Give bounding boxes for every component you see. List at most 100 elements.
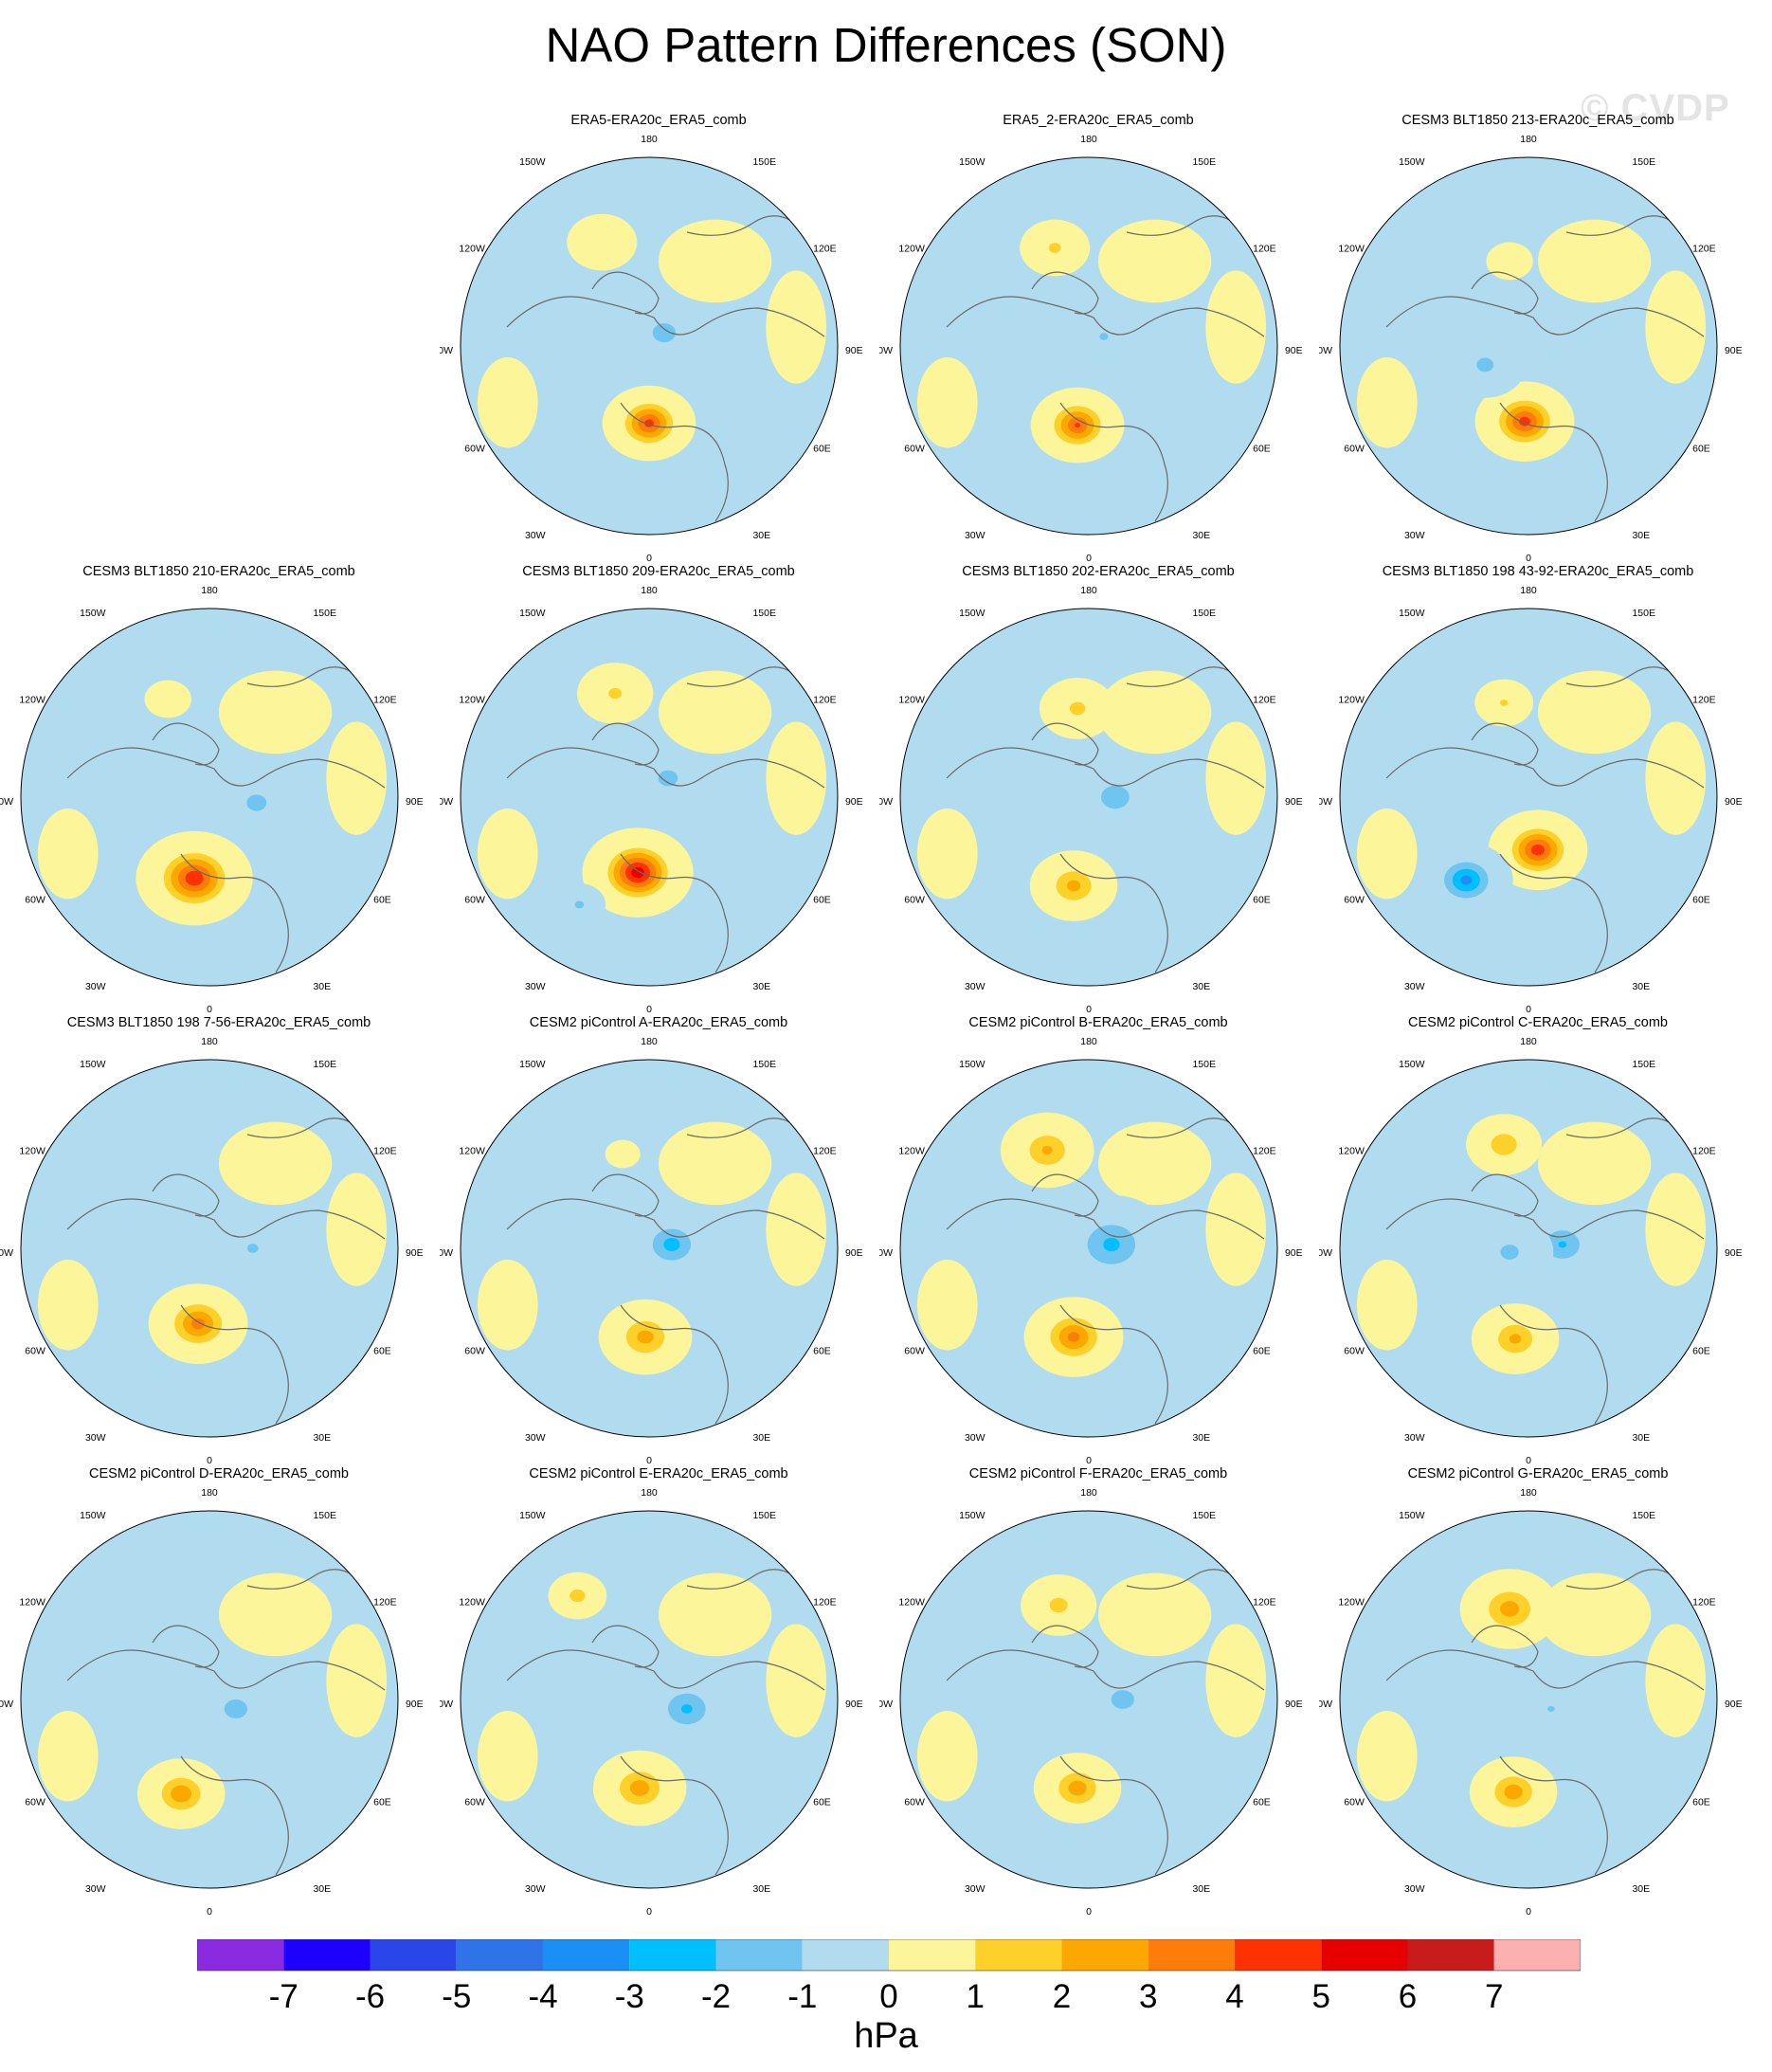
background-anomaly-region [916, 356, 978, 448]
coastline [66, 1649, 386, 1691]
background-anomaly-region [1645, 1624, 1707, 1737]
longitude-label: 120E [1253, 695, 1276, 706]
anomaly-contour [629, 1780, 650, 1796]
background-anomaly-region [1472, 164, 1623, 218]
panel-title: CESM3 BLT1850 198 7-56-ERA20c_ERA5_comb [66, 1015, 371, 1030]
anomaly-contour [1558, 1241, 1567, 1248]
background-anomaly-region [477, 1710, 538, 1802]
background-anomaly-region [1032, 1066, 1184, 1120]
longitude-label: 150W [959, 608, 985, 619]
longitude-label: 120E [1692, 1146, 1716, 1157]
panel-title: CESM2 piControl D-ERA20c_ERA5_comb [89, 1466, 349, 1481]
polar-map: 180 150W 150E 120W 120E 90W 90E 60W 60E 30W 30E 0 [440, 1036, 863, 1464]
polar-map: 180 150W 150E 120W 120E 90W 90E 60W 60E 30W 30E 0 [440, 585, 863, 1013]
background-anomaly-region [931, 1572, 1039, 1732]
longitude-label: 120W [898, 1597, 925, 1609]
longitude-label: 30E [752, 1432, 770, 1444]
background-anomaly-region [1371, 670, 1478, 829]
anomaly-contour [663, 1237, 680, 1252]
background-anomaly-region [1537, 1121, 1652, 1206]
background-anomaly-region [916, 1710, 978, 1802]
background-anomaly-region [1126, 1263, 1259, 1354]
longitude-label: 120W [1338, 1146, 1365, 1157]
anomaly-contour [631, 866, 644, 879]
background-anomaly-region [686, 1263, 820, 1354]
longitude-label: 60E [813, 1345, 831, 1356]
longitude-label: 60E [1692, 894, 1710, 905]
background-anomaly-region [1472, 1066, 1623, 1120]
longitude-label: 120W [898, 695, 925, 706]
coastline [180, 853, 289, 973]
background-anomaly-region [326, 1624, 388, 1737]
polar-map: 180 150W 150E 120W 120E 90W 90E 60W 60E 30W 30E 0 [879, 585, 1303, 1013]
background-anomaly-region [916, 1259, 978, 1351]
map-panel: CESM2 piControl G-ERA20c_ERA5_comb 180 150… [1319, 1465, 1757, 1916]
background-anomaly-region [153, 1518, 304, 1572]
longitude-label: 120W [19, 695, 45, 706]
longitude-label: 0 [207, 1004, 212, 1013]
anomaly-contour [191, 1318, 206, 1330]
longitude-label: 30W [965, 1883, 985, 1895]
map-panel: CESM2 piControl B-ERA20c_ERA5_comb 180 150… [879, 1014, 1317, 1464]
anomaly-halo [534, 1760, 594, 1808]
background-anomaly-region [1645, 1172, 1707, 1286]
longitude-label: 0 [1526, 1004, 1531, 1013]
longitude-label: 120W [459, 244, 485, 255]
longitude-label: 0 [1526, 1455, 1531, 1464]
anomaly-contour [658, 770, 678, 787]
colorbar-swatch [197, 1939, 284, 1971]
anomaly-contour [1069, 701, 1086, 716]
polar-map: 180 150W 150E 120W 120E 90W 90E 60W 60E 30W 30E 0 [440, 1487, 863, 1916]
colorbar-swatch [889, 1939, 976, 1971]
longitude-label: 150W [1399, 1059, 1425, 1070]
map-boundary [20, 1059, 399, 1438]
background-anomaly-region [122, 1357, 221, 1411]
background-anomaly-region [492, 219, 599, 378]
longitude-label: 120E [1692, 695, 1716, 706]
longitude-label: 180 [1520, 1036, 1537, 1047]
coastline [1499, 1755, 1608, 1876]
background-anomaly-region [1565, 1714, 1699, 1806]
longitude-label: 150W [1399, 608, 1425, 619]
background-anomaly-region [766, 270, 827, 384]
longitude-label: 120W [1338, 244, 1365, 255]
longitude-label: 90W [440, 345, 453, 356]
colorbar-swatch [1148, 1939, 1235, 1971]
longitude-label: 120W [1338, 1597, 1365, 1609]
polar-map: 180 150W 150E 120W 120E 90W 90E 60W 60E 30W 30E 0 [879, 134, 1303, 562]
longitude-label: 120W [459, 1146, 485, 1157]
longitude-label: 90E [1285, 1699, 1303, 1710]
longitude-label: 150E [1192, 1059, 1216, 1070]
longitude-label: 150E [1192, 1510, 1216, 1521]
longitude-label: 90E [1725, 1699, 1743, 1710]
longitude-label: 30E [1632, 1883, 1650, 1895]
coastline [1385, 1198, 1705, 1240]
longitude-label: 0 [1526, 553, 1531, 562]
longitude-label: 30E [752, 981, 770, 992]
background-anomaly-region [1356, 808, 1418, 900]
longitude-label: 90W [440, 1247, 453, 1259]
coastline [506, 1198, 825, 1240]
background-anomaly-region [592, 1518, 744, 1572]
background-anomaly-region [1032, 164, 1184, 218]
longitude-label: 30E [313, 1432, 331, 1444]
coastline [591, 722, 660, 766]
panel-title: CESM3 BLT1850 213-ERA20c_ERA5_comb [1401, 113, 1674, 128]
longitude-label: 120E [813, 1146, 837, 1157]
longitude-label: 150E [1192, 608, 1216, 619]
coastline [620, 402, 729, 522]
longitude-label: 30E [1632, 981, 1650, 992]
longitude-label: 30W [525, 981, 546, 992]
background-anomaly-region [1205, 1624, 1267, 1737]
background-anomaly-region [766, 721, 827, 835]
background-anomaly-region [1356, 356, 1418, 448]
anomaly-contour [1041, 1145, 1053, 1155]
background-anomaly-region [218, 1121, 333, 1206]
longitude-label: 60E [373, 894, 391, 905]
coastline [1499, 1304, 1608, 1425]
coastline [180, 1304, 289, 1425]
longitude-label: 180 [201, 1487, 218, 1499]
background-anomaly-region [153, 615, 304, 669]
longitude-label: 60E [1692, 1345, 1710, 1356]
longitude-label: 30E [1192, 1883, 1210, 1895]
